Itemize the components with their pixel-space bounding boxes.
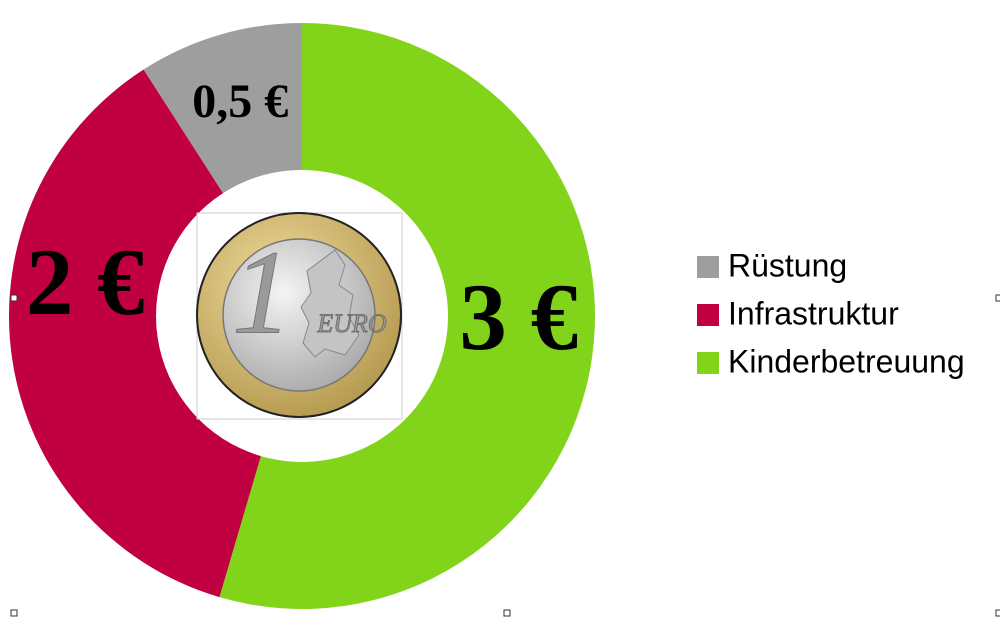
selection-handles: [10, 294, 1000, 617]
handle: [503, 609, 511, 617]
legend: Rüstung Infrastruktur Kinderbetreuung: [697, 247, 965, 379]
slice: [219, 23, 595, 610]
coin-map: [300, 249, 360, 358]
handle: [995, 294, 1000, 302]
value-label: 0,5 €: [192, 75, 288, 128]
legend-swatch: [697, 304, 719, 326]
slices: [8, 22, 595, 610]
handle: [10, 294, 18, 302]
legend-swatch: [697, 256, 719, 278]
slice: [8, 69, 261, 598]
legend-label: Infrastruktur: [728, 295, 899, 331]
handle: [10, 609, 18, 617]
legend-label: Rüstung: [728, 247, 847, 283]
coin-image: 1 EURO: [196, 212, 403, 420]
handle: [995, 609, 1000, 617]
value-label: 2 €: [26, 229, 145, 335]
value-labels: 3 € 2 € 0,5 €: [26, 75, 578, 370]
legend-swatch: [697, 352, 719, 374]
value-label: 3 €: [459, 264, 578, 370]
coin-text: EURO: [316, 309, 387, 338]
slice: [143, 22, 302, 194]
coin-numeral: 1: [232, 226, 292, 359]
legend-label: Kinderbetreuung: [728, 343, 965, 379]
